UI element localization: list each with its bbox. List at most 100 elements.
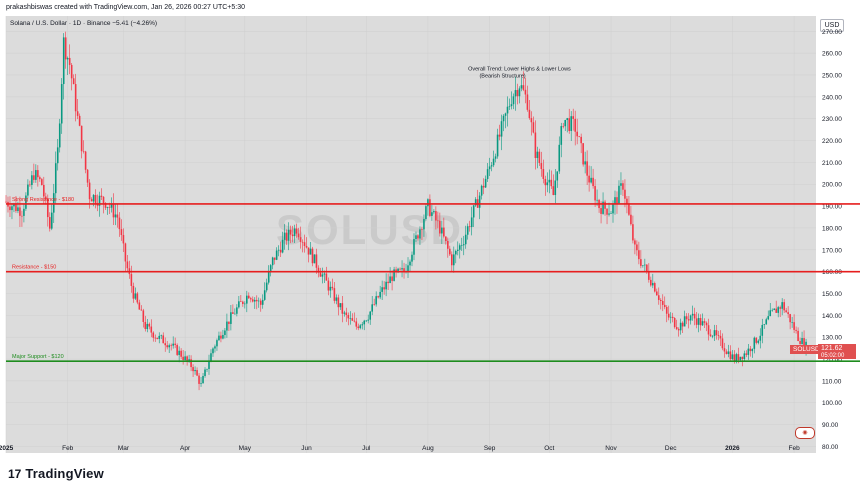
- x-tick-label: Sep: [484, 445, 496, 452]
- candle-body: [90, 199, 93, 202]
- candle-body: [232, 312, 234, 314]
- candle-body: [399, 268, 401, 270]
- y-tick-label: 110.00: [822, 378, 842, 385]
- candle-body: [329, 286, 332, 291]
- candle-body: [357, 326, 360, 329]
- candle-body: [381, 287, 383, 292]
- candle-body: [679, 322, 682, 331]
- candle-body: [648, 271, 650, 280]
- candle-body: [755, 337, 758, 343]
- candle-body: [273, 257, 276, 260]
- candle-body: [94, 194, 97, 204]
- candle-body: [200, 383, 202, 384]
- candle-body: [226, 321, 228, 331]
- y-tick-label: 260.00: [822, 51, 842, 58]
- candle-body: [164, 343, 167, 346]
- candle-body: [526, 94, 529, 110]
- candle-body: [445, 236, 447, 241]
- candle-body: [576, 131, 578, 137]
- candle-body: [369, 311, 372, 320]
- candle-body: [703, 321, 706, 323]
- candle-body: [554, 180, 557, 196]
- candle-body: [100, 195, 103, 197]
- candle-body: [154, 337, 157, 339]
- candle-body: [234, 313, 236, 315]
- candle-body: [343, 312, 346, 314]
- candle-body: [474, 199, 477, 206]
- level-label: Strong Resistance - $180: [12, 197, 74, 203]
- candle-body: [31, 175, 33, 185]
- candle-body: [106, 207, 109, 208]
- candle-body: [443, 227, 445, 237]
- candle-body: [60, 84, 63, 124]
- candle-body: [64, 37, 67, 60]
- candle-body: [532, 122, 535, 133]
- candle-body: [425, 206, 427, 220]
- candle-body: [600, 208, 602, 214]
- candle-body: [401, 268, 403, 270]
- candle-body: [246, 295, 248, 304]
- currency-selector[interactable]: USD: [820, 19, 844, 32]
- candle-body: [669, 316, 672, 318]
- candle-body: [29, 184, 31, 186]
- candle-body: [331, 286, 334, 289]
- candle-body: [498, 134, 501, 137]
- candle-body: [88, 182, 91, 200]
- candle-body: [373, 304, 375, 305]
- candle-body: [78, 115, 81, 126]
- candle-body: [192, 367, 194, 372]
- candle-body: [652, 283, 654, 286]
- chart-plot-area[interactable]: [6, 16, 816, 453]
- events-flag-icon[interactable]: ◉: [795, 427, 815, 439]
- candle-body: [170, 345, 172, 346]
- price-axis[interactable]: [816, 16, 860, 453]
- candle-body: [140, 309, 143, 311]
- y-tick-label: 180.00: [822, 225, 842, 232]
- candle-body: [379, 291, 381, 298]
- candle-body: [568, 118, 571, 131]
- candle-body: [409, 261, 411, 266]
- candle-body: [717, 335, 720, 336]
- candle-body: [691, 313, 694, 316]
- candle-body: [377, 296, 379, 298]
- candle-body: [353, 320, 356, 322]
- candle-body: [735, 354, 738, 362]
- candle-body: [108, 207, 111, 208]
- candle-body: [186, 356, 188, 361]
- candle-body: [707, 325, 710, 335]
- candle-body: [667, 313, 670, 318]
- candle-body: [206, 368, 208, 370]
- candle-body: [687, 319, 690, 321]
- candle-body: [785, 310, 787, 313]
- candle-body: [510, 104, 513, 107]
- candle-body: [120, 229, 123, 236]
- candle-body: [281, 239, 284, 253]
- x-tick-label: May: [239, 445, 252, 452]
- candle-body: [506, 106, 509, 114]
- candle-body: [622, 183, 624, 190]
- candle-body: [277, 249, 280, 251]
- candle-body: [556, 171, 559, 181]
- candle-body: [456, 249, 459, 251]
- candle-body: [494, 156, 497, 159]
- candle-body: [172, 343, 174, 346]
- candle-body: [624, 189, 626, 199]
- candle-body: [244, 303, 246, 305]
- candle-body: [240, 301, 242, 302]
- candle-body: [271, 257, 274, 266]
- x-tick-label: Feb: [62, 445, 74, 452]
- y-tick-label: 250.00: [822, 72, 842, 79]
- candle-body: [620, 183, 622, 186]
- candle-body: [413, 239, 415, 255]
- candle-body: [242, 301, 244, 304]
- candle-body: [43, 185, 45, 197]
- candle-body: [299, 237, 302, 242]
- candle-body: [449, 248, 451, 255]
- candle-body: [727, 351, 730, 354]
- candle-body: [68, 57, 71, 65]
- candle-body: [427, 199, 429, 207]
- candle-body: [689, 315, 692, 321]
- candle-body: [168, 345, 170, 348]
- candle-body: [92, 194, 95, 202]
- candle-body: [558, 144, 561, 172]
